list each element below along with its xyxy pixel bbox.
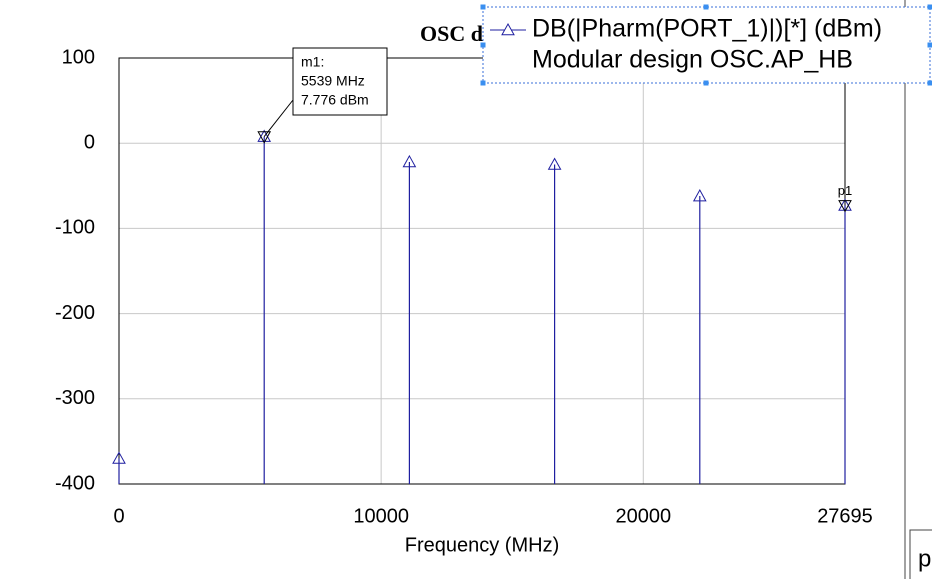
y-tick-label: 100 <box>62 46 95 68</box>
point-marker <box>692 188 707 202</box>
side-tab-box <box>909 529 932 579</box>
legend-label: DB(|Pharm(PORT_1)|)[*] (dBm) <box>532 15 882 43</box>
y-tick-label: -200 <box>55 302 95 324</box>
y-tick-label: -400 <box>55 472 95 494</box>
legend-handle <box>703 4 709 10</box>
legend-handle <box>927 4 932 10</box>
marker-leader <box>263 99 294 137</box>
legend-symbol <box>501 22 515 36</box>
x-tick-label: 20000 <box>615 505 671 527</box>
x-tick-label: 27695 <box>817 505 873 527</box>
legend-handle <box>927 80 932 86</box>
p1-symbol <box>838 200 852 213</box>
p1-label: p1 <box>838 183 852 198</box>
point-marker <box>257 129 272 142</box>
point-marker <box>112 451 126 464</box>
x-axis-label: Frequency (MHz) <box>405 534 559 556</box>
marker-y: 7.776 dBm <box>301 92 369 108</box>
legend-handle <box>703 80 709 86</box>
side-tab-text: p <box>918 545 931 572</box>
point-marker <box>838 198 852 211</box>
point-marker <box>547 157 562 170</box>
legend-subtitle: Modular design OSC.AP_HB <box>532 46 853 74</box>
x-tick-label: 0 <box>113 505 124 527</box>
legend-handle <box>480 4 486 10</box>
legend-handle <box>480 80 486 86</box>
marker-box <box>292 47 388 116</box>
point-marker <box>402 154 417 168</box>
legend-box <box>482 6 931 84</box>
legend-handle <box>927 42 932 48</box>
x-tick-label: 10000 <box>353 505 409 527</box>
legend-handle <box>480 42 486 48</box>
y-tick-label: 0 <box>84 131 95 153</box>
marker-x: 5539 MHz <box>301 73 365 89</box>
chart-title: OSC d <box>420 21 483 46</box>
y-tick-label: -100 <box>55 217 95 239</box>
marker-symbol <box>257 131 272 144</box>
y-tick-label: -300 <box>55 387 95 409</box>
marker-label: m1: <box>301 54 324 70</box>
